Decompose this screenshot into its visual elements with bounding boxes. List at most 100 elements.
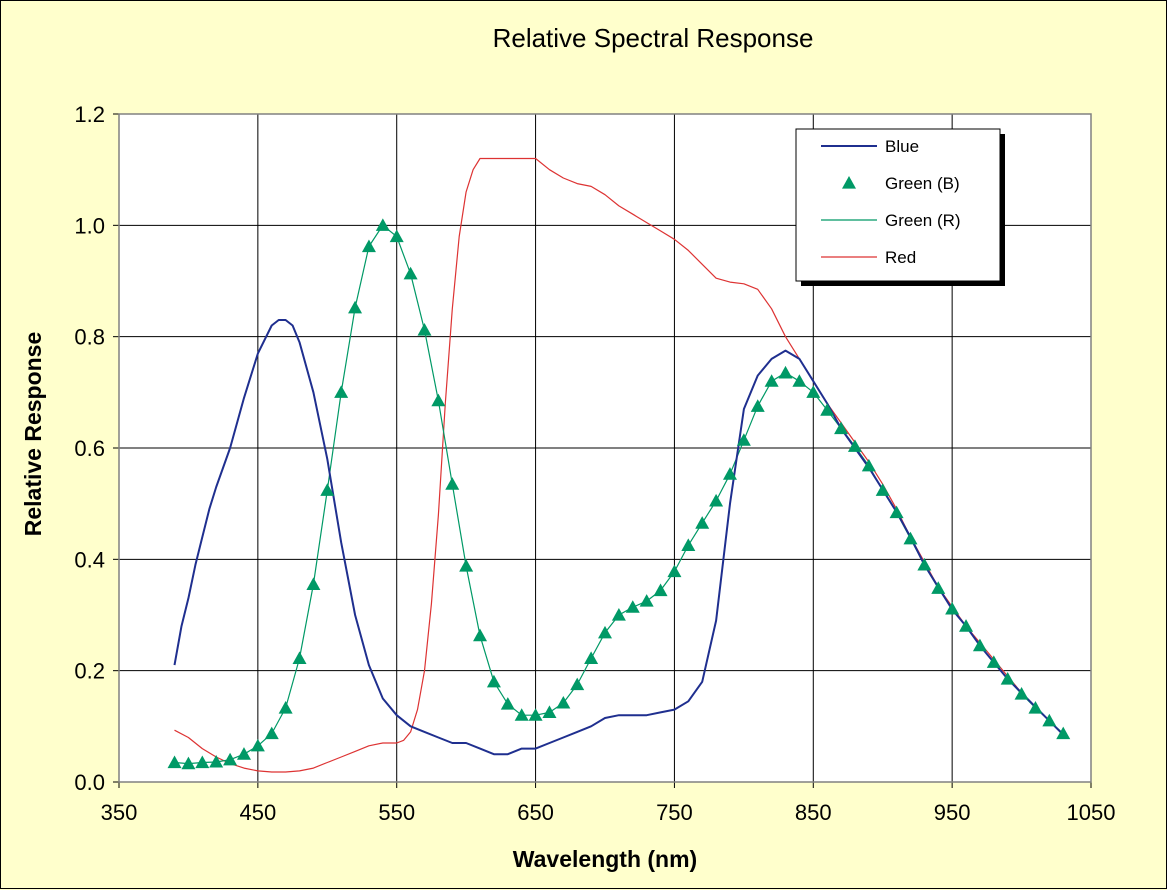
data-point-marker xyxy=(236,747,251,760)
data-point-marker xyxy=(1014,687,1029,700)
data-point-marker xyxy=(473,628,488,642)
data-point-marker xyxy=(389,229,404,243)
data-point-marker xyxy=(931,581,946,594)
data-point-marker xyxy=(681,538,696,552)
data-point-marker xyxy=(667,564,682,578)
legend-box xyxy=(795,128,1001,282)
data-point-marker xyxy=(556,695,571,709)
data-point-marker xyxy=(292,651,307,665)
legend-label: Green (B) xyxy=(885,174,960,193)
y-tick-label: 0.0 xyxy=(74,770,105,795)
data-point-marker xyxy=(820,403,835,416)
y-axis-label: Relative Response xyxy=(20,332,46,537)
chart-title: Relative Spectral Response xyxy=(493,23,814,53)
legend-item-green-r: Green (R) xyxy=(821,211,961,230)
series-markers-green-b xyxy=(167,218,1071,770)
data-point-marker xyxy=(625,600,640,613)
data-point-marker xyxy=(750,399,765,412)
legend: Blue Green (B) Green (R) Red xyxy=(795,128,1005,286)
legend-label: Blue xyxy=(885,137,919,156)
data-point-marker xyxy=(945,601,960,615)
data-point-marker xyxy=(722,467,737,480)
data-point-marker xyxy=(334,385,349,398)
data-point-marker xyxy=(195,755,210,769)
data-point-marker xyxy=(1000,672,1015,685)
data-point-marker xyxy=(986,655,1001,668)
data-point-marker xyxy=(459,559,474,572)
data-point-marker xyxy=(223,752,238,766)
x-tick-label: 1050 xyxy=(1067,800,1116,825)
data-point-marker xyxy=(847,439,862,452)
x-tick-label: 450 xyxy=(239,800,276,825)
data-point-marker xyxy=(792,374,807,387)
data-point-marker xyxy=(903,531,918,545)
y-tick-label: 1.0 xyxy=(74,213,105,238)
data-point-marker xyxy=(431,393,446,407)
series-layer xyxy=(167,157,1071,773)
data-point-marker xyxy=(445,477,460,490)
legend-label: Red xyxy=(885,248,916,267)
data-point-marker xyxy=(764,374,779,387)
legend-label: Green (R) xyxy=(885,211,961,230)
legend-item-blue: Blue xyxy=(821,137,919,156)
x-axis-label: Wavelength (nm) xyxy=(513,846,697,872)
data-point-marker xyxy=(570,677,585,691)
data-point-marker xyxy=(320,483,335,496)
legend-item-green-b: Green (B) xyxy=(842,174,960,193)
data-point-marker xyxy=(486,674,501,688)
data-point-marker xyxy=(736,433,751,446)
x-axis-ticks: 350 450 550 650 750 850 950 1050 xyxy=(101,782,1116,825)
data-point-marker xyxy=(611,608,626,621)
data-point-marker xyxy=(959,619,974,632)
data-point-marker xyxy=(861,458,876,472)
y-tick-label: 0.2 xyxy=(74,659,105,684)
data-point-marker xyxy=(917,557,932,571)
y-tick-label: 0.4 xyxy=(74,547,105,572)
data-point-marker xyxy=(584,651,599,665)
x-tick-label: 850 xyxy=(795,800,832,825)
data-point-marker xyxy=(528,708,543,721)
data-point-marker xyxy=(348,300,363,314)
data-point-marker xyxy=(806,385,821,398)
data-point-marker xyxy=(972,638,987,652)
data-point-marker xyxy=(639,594,654,607)
y-axis-ticks: 0.0 0.2 0.4 0.6 0.8 1.0 1.2 xyxy=(74,102,119,795)
x-tick-label: 950 xyxy=(934,800,971,825)
y-tick-label: 0.8 xyxy=(74,325,105,350)
data-point-marker xyxy=(834,421,849,435)
data-point-marker xyxy=(209,754,224,768)
plot-border xyxy=(118,113,1092,783)
data-point-marker xyxy=(875,483,890,496)
data-point-marker xyxy=(250,738,265,752)
data-point-marker xyxy=(417,322,432,336)
data-point-marker xyxy=(181,756,196,770)
data-point-marker xyxy=(542,705,557,719)
legend-swatch xyxy=(842,176,856,189)
data-point-marker xyxy=(167,755,182,769)
data-point-marker xyxy=(598,625,612,639)
data-point-marker xyxy=(306,577,321,590)
data-point-marker xyxy=(695,516,710,529)
x-tick-label: 550 xyxy=(378,800,415,825)
data-point-marker xyxy=(1042,713,1057,727)
y-tick-label: 1.2 xyxy=(74,102,105,127)
series-line-blue xyxy=(173,319,1064,756)
data-point-marker xyxy=(889,505,904,519)
data-point-marker xyxy=(514,708,529,721)
data-point-marker xyxy=(361,239,376,253)
data-point-marker xyxy=(778,365,793,379)
data-point-marker xyxy=(653,583,668,597)
data-point-marker xyxy=(278,700,293,714)
x-tick-label: 650 xyxy=(517,800,554,825)
x-tick-label: 350 xyxy=(101,800,138,825)
y-tick-label: 0.6 xyxy=(74,436,105,461)
data-point-marker xyxy=(375,218,390,231)
data-point-marker xyxy=(264,726,279,740)
data-point-marker xyxy=(403,266,418,280)
legend-items: Blue Green (B) Green (R) Red xyxy=(821,137,961,267)
data-point-marker xyxy=(500,697,515,710)
data-point-marker xyxy=(709,493,724,507)
x-tick-label: 750 xyxy=(656,800,693,825)
